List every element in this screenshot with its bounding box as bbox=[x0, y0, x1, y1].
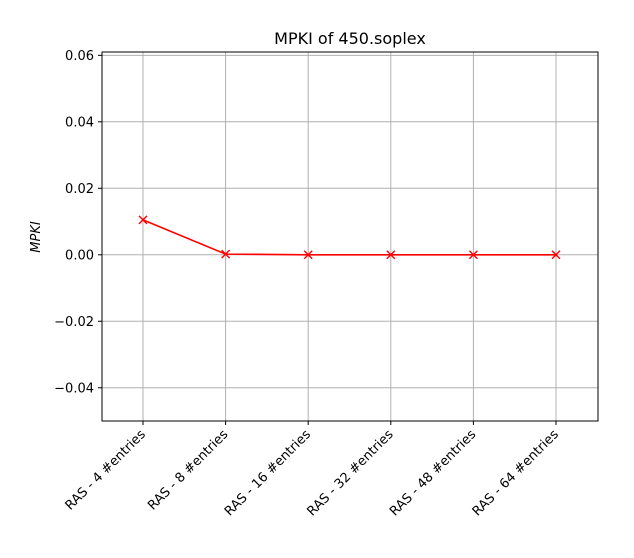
y-tick-label: −0.02 bbox=[54, 315, 94, 330]
data-point bbox=[221, 249, 231, 259]
chart-title: MPKI of 450.soplex bbox=[274, 29, 426, 48]
x-tick-label: RAS - 48 #entries bbox=[387, 427, 479, 519]
data-point bbox=[386, 250, 396, 260]
y-tick-label: 0.06 bbox=[65, 49, 94, 64]
data-point bbox=[138, 215, 148, 225]
marker-stroke bbox=[551, 250, 561, 260]
marker-stroke bbox=[303, 250, 313, 260]
y-tick-label: 0.04 bbox=[65, 115, 94, 130]
x-tick-label: RAS - 4 #entries bbox=[63, 427, 149, 513]
x-tick-label: RAS - 32 #entries bbox=[305, 427, 397, 519]
marker-stroke bbox=[386, 250, 396, 260]
x-tick-label: RAS - 64 #entries bbox=[470, 427, 562, 519]
marker-stroke bbox=[221, 249, 231, 259]
grid bbox=[102, 52, 598, 421]
y-axis-label: MPKI bbox=[29, 221, 44, 253]
x-tick-label: RAS - 8 #entries bbox=[145, 427, 231, 513]
x-tick-label: RAS - 16 #entries bbox=[222, 427, 314, 519]
y-tick-label: 0.00 bbox=[65, 248, 94, 263]
marker-stroke bbox=[468, 250, 478, 260]
series bbox=[138, 215, 561, 260]
marker-stroke bbox=[138, 215, 148, 225]
data-point bbox=[468, 250, 478, 260]
series-line bbox=[142, 219, 556, 256]
y-axis: −0.04 −0.02 0.00 0.02 0.04 0.06 bbox=[54, 49, 102, 396]
data-point bbox=[551, 250, 561, 260]
y-tick-label: 0.02 bbox=[65, 182, 94, 197]
y-tick-label: −0.04 bbox=[54, 381, 94, 396]
data-point bbox=[303, 250, 313, 260]
plot-frame bbox=[101, 51, 599, 422]
